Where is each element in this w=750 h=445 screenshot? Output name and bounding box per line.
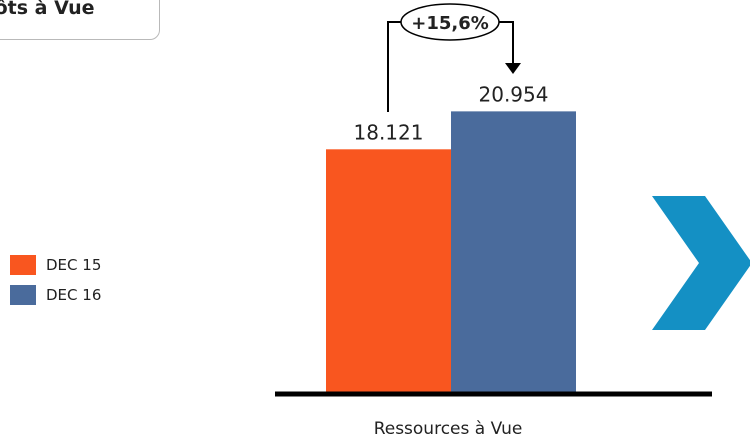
growth-badge xyxy=(400,3,500,41)
legend-label-dec16: DEC 16 xyxy=(46,286,102,304)
legend-item-dec15: DEC 15 xyxy=(10,250,101,280)
data-label-dec15: 18.121 xyxy=(354,120,424,144)
chevron-right-icon xyxy=(652,196,750,330)
page-title: pôts à Vue xyxy=(0,0,95,19)
legend: DEC 15 DEC 16 xyxy=(10,250,101,310)
bar-dec15 xyxy=(326,149,451,392)
growth-label: +15,6% xyxy=(411,13,489,34)
legend-item-dec16: DEC 16 xyxy=(10,280,101,310)
legend-swatch-dec16 xyxy=(10,285,36,305)
title-box: pôts à Vue xyxy=(0,0,160,40)
growth-arrowhead-icon xyxy=(505,63,521,74)
legend-label-dec15: DEC 15 xyxy=(46,256,102,274)
data-label-dec16: 20.954 xyxy=(479,82,549,106)
bar-dec16 xyxy=(451,111,576,392)
x-axis-label: Ressources à Vue xyxy=(374,419,523,439)
legend-swatch-dec15 xyxy=(10,255,36,275)
